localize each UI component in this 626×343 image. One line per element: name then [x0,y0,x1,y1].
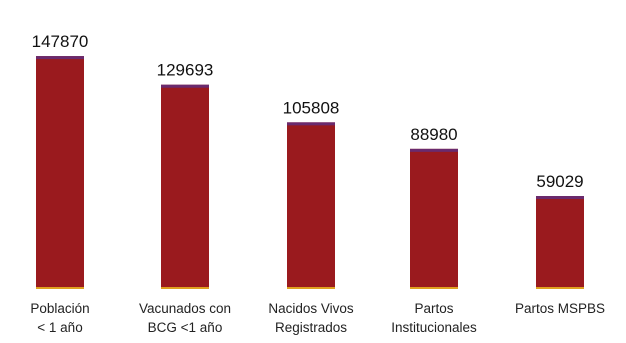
bar [36,56,84,289]
category-label: Partos MSPBS [515,301,605,316]
bar-base-edge [161,287,209,289]
bar-top-edge [536,196,584,200]
bar-top-edge [410,148,458,152]
data-label: 129693 [157,61,214,80]
data-label: 59029 [536,172,583,191]
category-label: < 1 año [37,320,82,335]
bar [287,122,335,289]
category-label: Vacunados con [139,301,231,316]
bar [161,84,209,290]
category-label: BCG <1 año [148,320,223,335]
data-label: 88980 [410,125,457,144]
category-label: Población [30,301,89,316]
data-label: 105808 [283,98,340,117]
bar [410,148,458,289]
bar-top-edge [161,84,209,88]
bar-top-edge [287,122,335,126]
category-label: Nacidos Vivos [268,301,354,316]
bar-base-edge [536,287,584,289]
category-label: Registrados [275,320,347,335]
bar-base-edge [36,287,84,289]
bar-base-edge [410,287,458,289]
category-label: Partos [414,301,453,316]
bar-base-edge [287,287,335,289]
category-label: Institucionales [391,320,477,335]
bar-top-edge [36,56,84,60]
data-label: 147870 [32,32,89,51]
bar [536,196,584,289]
